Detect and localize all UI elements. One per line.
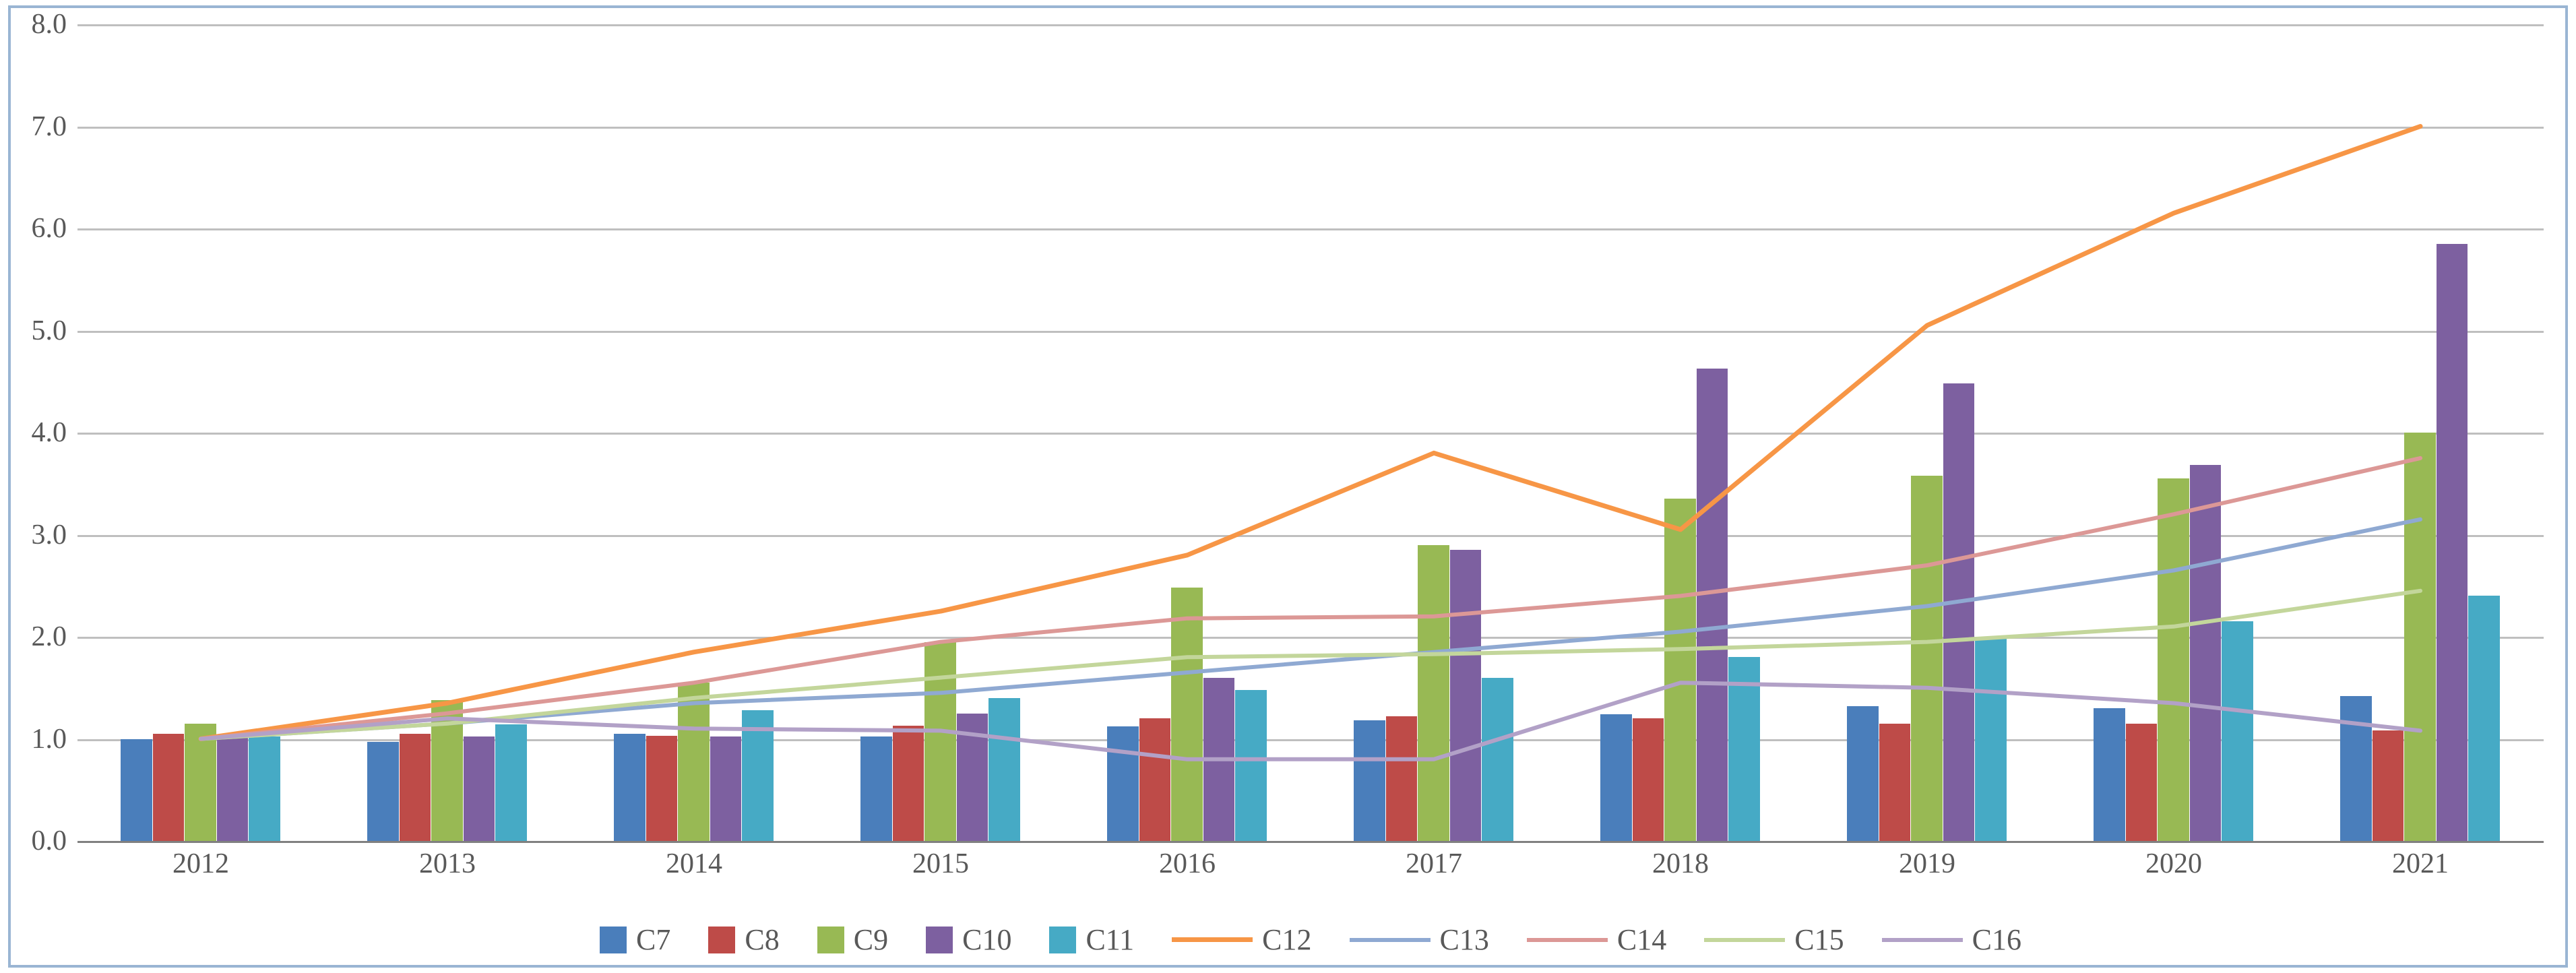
legend-label: C15 xyxy=(1794,922,1844,957)
y-tick-label: 0.0 xyxy=(32,825,67,857)
legend-item-C9: C9 xyxy=(812,921,893,958)
x-tick-label: 2021 xyxy=(2392,848,2449,880)
y-tick-label: 2.0 xyxy=(32,621,67,653)
legend-item-C16: C16 xyxy=(1877,921,2027,958)
legend-swatch xyxy=(926,927,953,953)
chart-container: 0.01.02.03.04.05.06.07.08.0 201220132014… xyxy=(0,0,2576,973)
legend-item-C11: C11 xyxy=(1044,921,1139,958)
gridline xyxy=(77,841,2544,843)
legend-item-C12: C12 xyxy=(1166,921,1317,958)
legend-item-C7: C7 xyxy=(594,921,676,958)
x-tick-label: 2018 xyxy=(1652,848,1709,880)
y-tick-label: 6.0 xyxy=(32,212,67,245)
x-tick-label: 2017 xyxy=(1406,848,1462,880)
legend-label: C8 xyxy=(745,922,779,957)
line-C12 xyxy=(201,127,2420,739)
x-tick-label: 2020 xyxy=(2145,848,2202,880)
legend-swatch xyxy=(1049,927,1076,953)
x-tick-label: 2014 xyxy=(666,848,722,880)
y-tick-label: 5.0 xyxy=(32,315,67,347)
line-C16 xyxy=(201,683,2420,759)
legend-label: C11 xyxy=(1086,922,1134,957)
x-tick-label: 2013 xyxy=(419,848,476,880)
legend-label: C13 xyxy=(1440,922,1489,957)
legend-label: C12 xyxy=(1262,922,1311,957)
legend-label: C7 xyxy=(636,922,670,957)
y-tick-label: 3.0 xyxy=(32,519,67,551)
legend-item-C14: C14 xyxy=(1521,921,1672,958)
y-tick-label: 7.0 xyxy=(32,111,67,143)
plot-area: 0.01.02.03.04.05.06.07.08.0 xyxy=(77,24,2544,841)
x-tick-label: 2012 xyxy=(172,848,229,880)
legend-label: C14 xyxy=(1617,922,1666,957)
legend-label: C16 xyxy=(1972,922,2021,957)
legend-swatch xyxy=(1704,938,1785,942)
legend-swatch xyxy=(708,927,735,953)
legend-label: C9 xyxy=(854,922,888,957)
legend-swatch xyxy=(1172,937,1253,942)
line-C15 xyxy=(201,591,2420,739)
legend-item-C10: C10 xyxy=(920,921,1017,958)
y-tick-label: 1.0 xyxy=(32,723,67,755)
x-axis-labels: 2012 2013 2014 2015 2016 2017 2018 2019 2020 2021 xyxy=(77,848,2544,888)
legend-label: C10 xyxy=(962,922,1011,957)
line-C13 xyxy=(201,520,2420,739)
legend-swatch xyxy=(1527,938,1608,942)
x-tick-label: 2016 xyxy=(1159,848,1216,880)
legend-swatch xyxy=(600,927,627,953)
legend-item-C8: C8 xyxy=(703,921,784,958)
y-tick-label: 8.0 xyxy=(32,8,67,40)
x-tick-label: 2015 xyxy=(912,848,969,880)
legend-swatch xyxy=(1882,938,1963,942)
legend: C7 C8 C9 C10 C11 C12 C13 C14 C15 C16 xyxy=(77,921,2544,958)
y-tick-label: 4.0 xyxy=(32,416,67,449)
legend-item-C15: C15 xyxy=(1699,921,1849,958)
line-series-layer xyxy=(77,24,2544,841)
legend-swatch xyxy=(817,927,844,953)
x-tick-label: 2019 xyxy=(1899,848,1955,880)
legend-swatch xyxy=(1350,938,1431,942)
legend-item-C13: C13 xyxy=(1344,921,1495,958)
